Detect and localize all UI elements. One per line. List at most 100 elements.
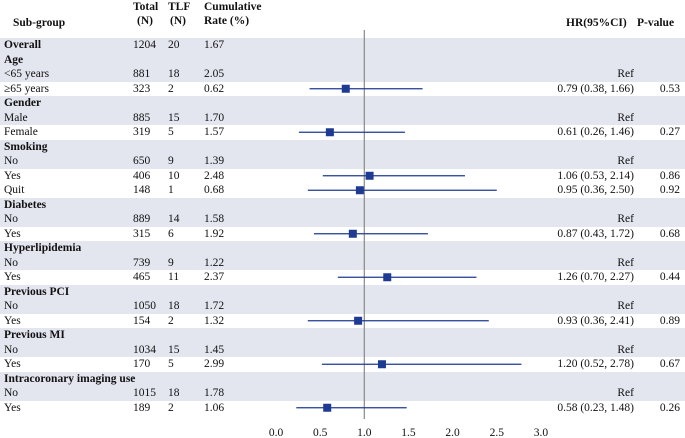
x-tick-label: 3.0 <box>534 427 549 438</box>
group-band <box>0 328 685 357</box>
group-label: Overall <box>4 39 42 51</box>
total-n-cell: 889 <box>133 213 151 225</box>
cumulative-rate-cell: 2.99 <box>204 358 225 370</box>
tlf-n-cell: 2 <box>168 401 174 414</box>
cumulative-rate-cell: 1.22 <box>204 256 225 269</box>
cumulative-rate-cell: 2.48 <box>204 169 225 182</box>
group-band <box>0 371 685 401</box>
group-band <box>0 96 685 125</box>
tlf-n-cell: 9 <box>168 155 174 167</box>
x-tick-label: 0.0 <box>269 427 284 438</box>
x-tick-label: 2.5 <box>490 427 505 438</box>
total-n-cell: 1015 <box>133 387 156 399</box>
subgroup-label: ≥65 years <box>4 82 49 95</box>
tlf-n-cell: 15 <box>168 343 180 356</box>
tlf-n-cell: 18 <box>168 300 180 312</box>
total-n-cell: 189 <box>133 401 151 414</box>
cumulative-rate-cell: 1.57 <box>204 126 225 138</box>
tlf-n-cell: 2 <box>168 82 174 95</box>
total-n-cell: 1050 <box>133 300 156 312</box>
total-n-cell: 406 <box>133 169 151 182</box>
cumulative-rate-cell: 1.78 <box>204 387 225 399</box>
cumulative-rate-cell: 1.92 <box>204 227 225 240</box>
group-band <box>0 284 685 314</box>
cumulative-rate-cell: 0.62 <box>204 82 225 95</box>
tlf-n-cell: 5 <box>168 358 174 370</box>
group-label: Previous PCI <box>4 285 70 298</box>
subgroup-label: Yes <box>4 169 21 182</box>
hr-point-marker <box>383 273 392 282</box>
p-value-cell: 0.86 <box>659 169 680 182</box>
hr-ci-cell: Ref <box>617 300 634 312</box>
hr-ci-cell: 0.87 (0.43, 1.72) <box>557 227 634 240</box>
hr-point-marker <box>323 403 332 412</box>
cumulative-rate-cell: 1.70 <box>204 111 225 124</box>
hr-point-marker <box>341 84 350 93</box>
hr-ci-cell: Ref <box>617 256 634 269</box>
header-rate-line2: Rate (%) <box>204 15 250 27</box>
p-value-cell: 0.67 <box>659 358 680 370</box>
subgroup-label: No <box>4 155 19 167</box>
hr-ci-cell: Ref <box>617 155 634 167</box>
total-n-cell: 885 <box>133 111 151 124</box>
header-tlf-line1: TLF <box>168 1 191 13</box>
total-n-cell: 154 <box>133 314 151 327</box>
hr-ci-cell: 0.79 (0.38, 1.66) <box>557 82 634 95</box>
total-n-cell: 1034 <box>133 343 156 356</box>
group-label: Hyperlipidemia <box>4 242 82 254</box>
total-n-cell: 315 <box>133 227 151 240</box>
hr-ci-cell: 0.61 (0.26, 1.46) <box>557 126 634 138</box>
tlf-n-cell: 20 <box>168 39 180 51</box>
x-tick-label: 0.5 <box>313 427 328 438</box>
hr-point-marker <box>355 186 364 195</box>
x-tick-label: 1.0 <box>357 427 372 438</box>
header-subgroup: Sub-group <box>13 17 66 29</box>
hr-ci-cell: 1.06 (0.53, 2.14) <box>557 169 634 182</box>
tlf-n-cell: 18 <box>168 387 180 399</box>
tlf-n-cell: 10 <box>168 169 180 182</box>
subgroup-label: Female <box>4 126 38 138</box>
total-n-cell: 323 <box>133 82 151 95</box>
group-band <box>0 241 685 270</box>
hr-ci-cell: 0.58 (0.23, 1.48) <box>557 401 634 414</box>
cumulative-rate-cell: 1.58 <box>204 213 225 225</box>
header-hr: HR(95%CI) <box>566 17 627 29</box>
p-value-cell: 0.68 <box>659 227 680 240</box>
hr-point-marker <box>365 171 374 180</box>
total-n-cell: 148 <box>133 184 151 196</box>
hr-ci-cell: 1.20 (0.52, 2.78) <box>557 358 634 370</box>
cumulative-rate-cell: 2.05 <box>204 68 225 80</box>
header-total-line2: (N) <box>137 15 153 27</box>
total-n-cell: 319 <box>133 126 151 138</box>
subgroup-label: Yes <box>4 358 21 370</box>
subgroup-label: <65 years <box>4 68 50 80</box>
tlf-n-cell: 1 <box>168 184 174 196</box>
p-value-cell: 0.92 <box>659 184 680 196</box>
cumulative-rate-cell: 1.39 <box>204 155 225 167</box>
tlf-n-cell: 9 <box>168 256 174 269</box>
subgroup-label: No <box>4 343 19 356</box>
header-rate-line1: Cumulative <box>204 1 262 13</box>
cumulative-rate-cell: 1.72 <box>204 300 225 312</box>
cumulative-rate-cell: 1.06 <box>204 401 225 414</box>
header-pvalue: P-value <box>637 17 675 29</box>
group-label: Intracoronary imaging use <box>4 372 136 385</box>
subgroup-label: Yes <box>4 314 21 327</box>
hr-ci-cell: Ref <box>617 213 634 225</box>
subgroup-label: Yes <box>4 227 21 240</box>
p-value-cell: 0.26 <box>659 401 680 414</box>
cumulative-rate-cell: 1.67 <box>204 39 225 51</box>
group-label: Previous MI <box>4 329 65 341</box>
subgroup-label: Quit <box>4 184 25 196</box>
subgroup-label: No <box>4 300 19 312</box>
hr-ci-cell: Ref <box>617 387 634 399</box>
total-n-cell: 881 <box>133 68 151 80</box>
total-n-cell: 739 <box>133 256 151 269</box>
total-n-cell: 1204 <box>133 39 156 51</box>
hr-point-marker <box>325 128 334 137</box>
group-label: Age <box>4 53 24 66</box>
tlf-n-cell: 5 <box>168 126 174 138</box>
p-value-cell: 0.89 <box>659 314 680 327</box>
cumulative-rate-cell: 1.32 <box>204 314 225 327</box>
